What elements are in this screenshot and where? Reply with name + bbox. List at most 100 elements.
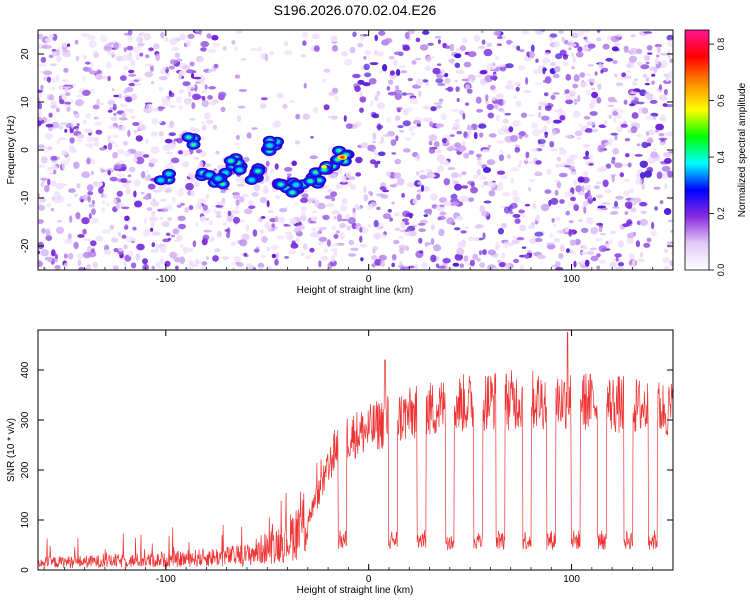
spectrogram-noise-blob [544, 76, 552, 84]
spectrogram-noise-blob [322, 214, 330, 221]
spectrogram-noise-blob [185, 182, 194, 191]
spectrogram-noise-blob [90, 248, 95, 253]
spectrogram-noise-blob [378, 254, 387, 261]
spectrogram-noise-blob [630, 34, 636, 38]
spectrogram-noise-blob [588, 163, 594, 166]
spectrogram-noise-blob [328, 145, 333, 154]
spectrogram-noise-blob [593, 185, 600, 190]
spectrogram-noise-blob [435, 105, 443, 109]
spectrogram-noise-blob [51, 121, 60, 129]
spectrogram-noise-blob [83, 67, 92, 72]
spectrogram-noise-blob [416, 193, 421, 201]
spectrogram-noise-blob [573, 74, 580, 82]
spectrogram-noise-blob [543, 125, 548, 132]
spectrogram-noise-blob [189, 263, 199, 268]
spectrogram-noise-blob [599, 232, 607, 236]
spectrogram-noise-blob [279, 208, 287, 213]
spectrogram-noise-blob [200, 47, 207, 52]
spectrogram-noise-blob [49, 34, 54, 39]
spectrogram-noise-blob [643, 170, 653, 178]
spectrogram-noise-blob [195, 203, 201, 208]
spectrogram-noise-blob [150, 81, 155, 85]
spectrogram-noise-blob [155, 53, 161, 61]
spectrogram-noise-blob [553, 73, 560, 79]
spectrogram-noise-blob [585, 150, 589, 157]
spectrogram-noise-blob [630, 47, 639, 55]
spectrogram-noise-blob [201, 124, 207, 131]
spectrogram-noise-blob [402, 148, 411, 153]
spectrogram-noise-blob [462, 113, 466, 120]
spectrogram-noise-blob [569, 239, 577, 246]
spectrogram-noise-blob [166, 204, 173, 211]
spectrogram-noise-blob [288, 249, 297, 255]
spectrogram-noise-blob [541, 115, 550, 121]
spectrogram-noise-blob [343, 115, 347, 122]
spectrogram-noise-blob [41, 156, 48, 164]
spectrogram-noise-blob [348, 239, 355, 246]
spectrogram-noise-blob [479, 175, 488, 180]
spectrogram-noise-blob [331, 243, 341, 247]
spectrogram-noise-blob [443, 160, 449, 166]
spectrogram-noise-blob [487, 249, 496, 256]
spectrogram-noise-blob [158, 87, 164, 92]
spectrogram-noise-blob [182, 161, 190, 168]
spectrogram-noise-blob [594, 71, 598, 76]
spectrogram-noise-blob [123, 150, 131, 158]
spectrogram-noise-blob [305, 255, 311, 260]
spectrogram-noise-blob [391, 201, 395, 205]
spectrogram-noise-blob [88, 40, 97, 48]
spectrogram-noise-blob [101, 207, 106, 213]
spectrogram-noise-blob [160, 32, 165, 39]
spectrogram-noise-blob [598, 245, 607, 253]
spectrogram-noise-blob [477, 159, 483, 167]
spectrogram-noise-blob [364, 72, 372, 78]
spectrogram-noise-blob [449, 134, 455, 137]
spectrogram-noise-blob [78, 266, 85, 270]
spectrogram-noise-blob [50, 63, 57, 67]
spectrogram-noise-blob [190, 190, 195, 197]
spectrogram-noise-blob [211, 34, 219, 41]
spectrogram-noise-blob [359, 96, 367, 103]
spectrogram-noise-blob [135, 54, 140, 61]
spectrogram-noise-blob [159, 258, 165, 265]
spectrogram-noise-blob [142, 154, 150, 158]
spectrogram-noise-blob [515, 86, 520, 92]
spectrogram-noise-blob [634, 78, 638, 81]
spectrogram-noise-blob [42, 146, 49, 153]
spectrogram-noise-blob [380, 182, 386, 188]
spectrogram-noise-blob [312, 210, 317, 214]
spectrogram-noise-blob [284, 231, 293, 235]
spectrogram-noise-blob [404, 228, 410, 232]
spectrogram-noise-blob [308, 197, 312, 204]
spectrogram-noise-blob [335, 230, 340, 234]
y-tick-label: 300 [20, 411, 31, 428]
spectrogram-noise-blob [565, 210, 570, 216]
spectrogram-noise-blob [234, 74, 241, 79]
spectrogram-noise-blob [604, 142, 613, 147]
spectrogram-noise-blob [512, 235, 516, 240]
spectrogram-noise-blob [113, 42, 119, 50]
spectrogram-noise-blob [207, 95, 213, 100]
spectrogram-noise-blob [550, 197, 559, 205]
spectrogram-noise-blob [495, 241, 501, 249]
spectrogram-noise-blob [111, 237, 119, 243]
spectrogram-noise-blob [213, 208, 217, 214]
spectrogram-noise-blob [624, 211, 629, 215]
spectrogram-noise-blob [235, 134, 240, 140]
spectrogram-noise-blob [103, 194, 109, 199]
signal-track-blob [337, 149, 341, 152]
spectrogram-noise-blob [231, 40, 236, 45]
spectrogram-noise-blob [415, 37, 421, 43]
spectrogram-noise-blob [376, 102, 386, 109]
signal-peak [340, 156, 344, 159]
spectrogram-noise-blob [466, 88, 473, 94]
spectrogram-noise-blob [520, 112, 528, 118]
spectrogram-noise-blob [95, 235, 104, 242]
spectrogram-noise-blob [252, 229, 258, 237]
spectrogram-noise-blob [611, 175, 615, 183]
spectrogram-noise-blob [568, 47, 572, 51]
spectrogram-noise-blob [566, 248, 570, 253]
spectrogram-noise-blob [54, 264, 61, 270]
spectrogram-noise-blob [300, 206, 308, 212]
spectrogram-noise-blob [323, 68, 331, 73]
